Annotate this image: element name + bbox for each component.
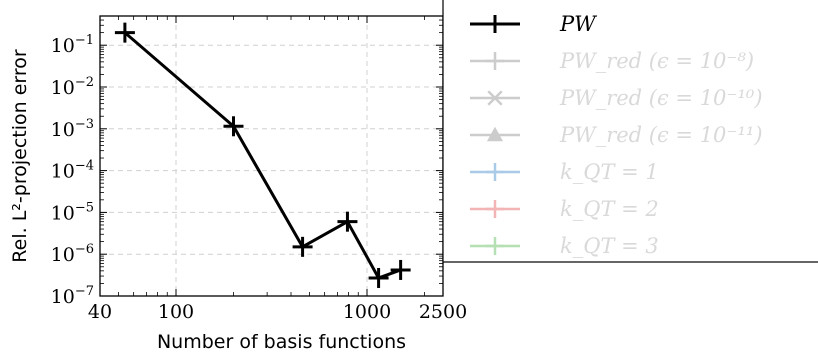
legend-item: PW_red (ϵ = 10⁻¹⁰) [470,86,763,110]
series-layer [114,22,411,288]
y-tick-label: 10−6 [51,242,94,266]
y-tick-label: 10−3 [51,117,94,141]
y-tick-label: 10−4 [51,159,94,183]
legend-label: k_QT = 1 [560,160,659,184]
legend-swatch-marker [487,90,503,106]
legend-label: PW [559,12,598,36]
x-tick-label: 1000 [343,301,391,323]
y-tick-label: 10−2 [51,75,94,99]
y-tick-label: 10−1 [51,33,94,57]
series-line [123,31,402,280]
data-point [292,236,313,257]
data-point [390,259,411,280]
legend-item: PW [470,12,598,36]
legend-item: k_QT = 3 [470,234,659,258]
x-tick-label: 2500 [419,301,467,323]
legend-frame [442,0,818,263]
legend-swatch-marker [486,126,504,142]
x-tick-label: 40 [88,301,112,323]
data-point [114,22,135,43]
legend-label: k_QT = 3 [560,234,659,258]
data-point [337,211,358,232]
major-ticks [99,16,444,297]
legend-items: PW PW_red (ϵ = 10⁻⁸) PW_red (ϵ = 10⁻¹⁰) PW_… [470,12,763,258]
y-tick-label: 10−7 [51,284,94,308]
y-tick-labels: 10−7 10−6 10−5 10−4 10−3 10−2 10−1 [51,33,94,308]
legend-label: PW_red (ϵ = 10⁻¹⁰) [559,86,763,110]
x-tick-labels: 40 100 1000 2500 [88,301,467,323]
y-axis-title: Rel. L²-projection error [9,49,31,263]
x-tick-label: 100 [158,301,194,323]
data-point [368,267,389,288]
y-tick-label: 10−5 [51,200,94,224]
grid [100,16,443,296]
legend-label: PW_red (ϵ = 10⁻⁸) [559,49,754,73]
legend: PW PW_red (ϵ = 10⁻⁸) PW_red (ϵ = 10⁻¹⁰) PW_… [442,0,818,263]
legend-item: PW_red (ϵ = 10⁻⁸) [470,49,754,73]
legend-label: k_QT = 2 [560,197,659,221]
legend-label: PW_red (ϵ = 10⁻¹¹) [559,123,763,147]
legend-item: k_QT = 2 [470,197,659,221]
minor-ticks [100,16,443,296]
data-point [223,116,244,137]
legend-item: PW_red (ϵ = 10⁻¹¹) [470,123,763,147]
legend-item: k_QT = 1 [470,160,659,184]
x-axis-title: Number of basis functions [157,331,406,353]
